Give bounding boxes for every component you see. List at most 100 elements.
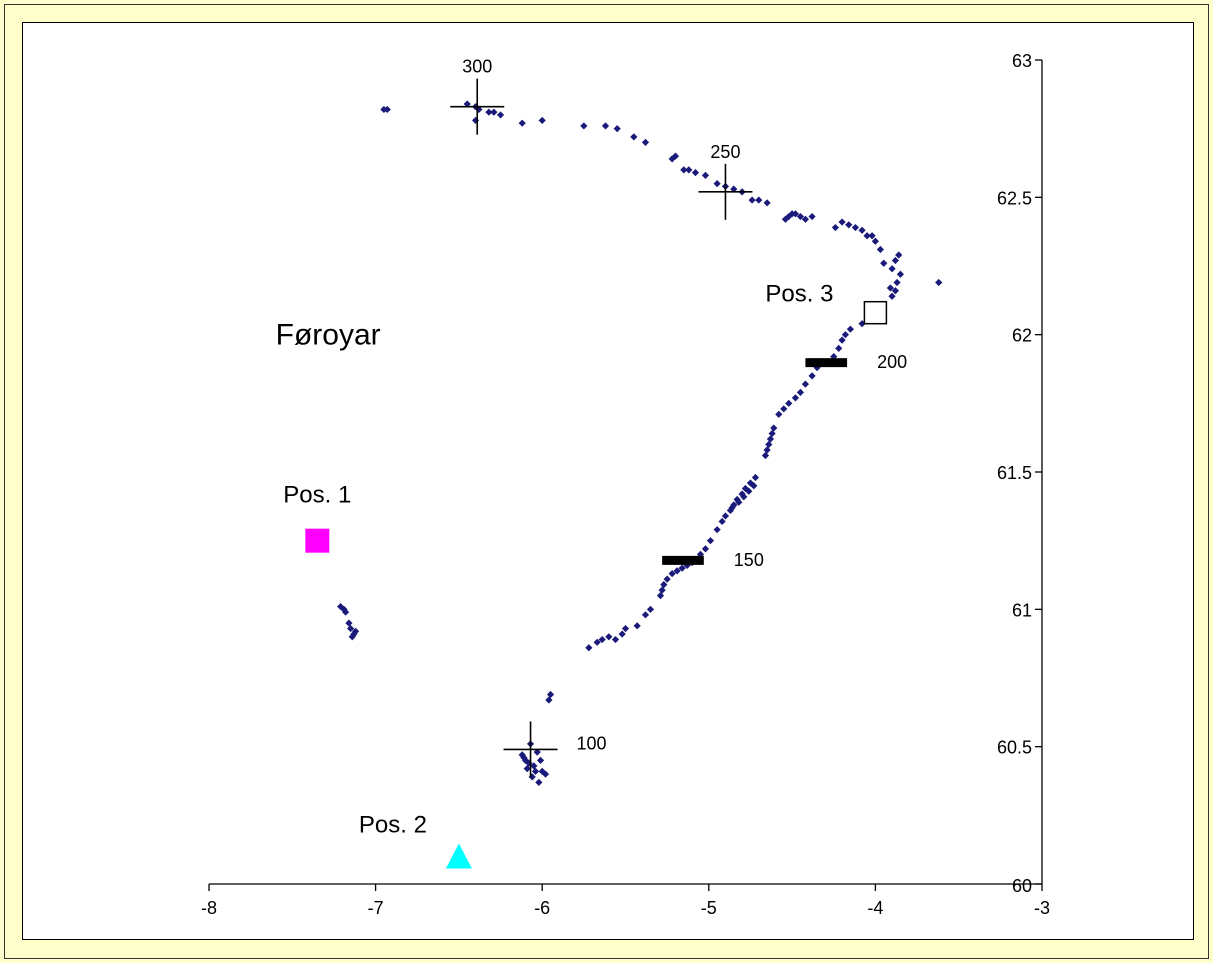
data-point <box>685 166 693 174</box>
x-tick-label: -5 <box>701 898 717 918</box>
data-point <box>598 635 606 644</box>
data-point <box>761 451 770 460</box>
pos-label: Pos. 3 <box>765 281 833 308</box>
data-point <box>750 482 758 490</box>
data-point <box>541 770 550 778</box>
data-point <box>880 259 888 267</box>
data-point <box>475 105 483 114</box>
data-point <box>663 575 671 583</box>
data-point <box>613 125 621 133</box>
data-point <box>768 429 776 438</box>
data-point <box>808 212 816 221</box>
data-point <box>340 605 348 613</box>
data-point <box>763 199 771 207</box>
data-point <box>601 122 610 130</box>
x-tick-label: -3 <box>1034 898 1050 918</box>
data-point <box>538 767 546 775</box>
pos-marker <box>863 300 888 325</box>
data-point <box>891 256 899 265</box>
track-points <box>337 100 943 786</box>
data-point <box>888 292 896 300</box>
data-point <box>496 111 505 119</box>
data-point <box>673 567 681 575</box>
bar-label: 150 <box>734 550 764 570</box>
data-point <box>521 756 530 764</box>
y-tick-label: 62.5 <box>997 188 1032 208</box>
data-point <box>763 446 771 454</box>
data-point <box>380 105 388 114</box>
data-point <box>630 133 638 141</box>
data-point <box>680 166 688 174</box>
data-point <box>791 394 800 402</box>
y-tick-label: 61.5 <box>997 463 1032 483</box>
data-point <box>770 424 778 432</box>
data-point <box>796 388 805 396</box>
data-point <box>785 399 793 407</box>
data-point <box>701 171 710 179</box>
data-point <box>585 644 593 652</box>
data-point <box>656 592 665 600</box>
data-point <box>713 526 721 534</box>
data-point <box>751 473 760 482</box>
data-point <box>533 748 541 756</box>
data-point <box>726 506 735 515</box>
cross-label: 250 <box>710 142 740 162</box>
data-point <box>746 479 755 487</box>
data-point <box>641 138 650 146</box>
data-point <box>531 767 540 775</box>
data-point <box>701 545 710 553</box>
data-point <box>520 754 528 762</box>
data-point <box>352 627 360 635</box>
data-point <box>876 245 884 254</box>
data-point <box>845 221 853 229</box>
data-point <box>891 287 899 295</box>
data-point <box>641 611 650 619</box>
data-point <box>706 537 715 545</box>
cross-label: 100 <box>577 733 607 753</box>
data-point <box>490 108 498 116</box>
data-point <box>535 778 543 786</box>
data-point <box>646 605 655 613</box>
x-tick-label: -4 <box>867 898 883 918</box>
data-point <box>765 440 773 449</box>
data-point <box>801 380 810 388</box>
data-point <box>471 116 480 125</box>
data-point <box>463 100 471 108</box>
plot-area <box>22 22 1194 940</box>
data-point <box>801 215 810 223</box>
data-point <box>618 630 626 638</box>
data-point <box>518 119 526 127</box>
data-point <box>781 215 790 223</box>
pos-label: Pos. 1 <box>283 482 351 509</box>
data-point <box>780 405 788 413</box>
y-tick-label: 60.5 <box>997 738 1032 758</box>
map-annotation: Føroyar <box>276 319 381 352</box>
data-point <box>530 762 538 770</box>
data-point <box>593 638 601 646</box>
data-point <box>851 223 860 232</box>
data-point <box>347 624 355 633</box>
data-point <box>888 265 896 273</box>
data-point <box>895 251 903 259</box>
data-point <box>605 633 613 641</box>
data-point <box>886 284 894 292</box>
data-point <box>775 410 783 418</box>
data-point <box>748 196 756 204</box>
x-tick-label: -7 <box>368 898 384 918</box>
data-point <box>621 624 630 633</box>
data-point <box>660 581 668 589</box>
data-point <box>580 122 588 130</box>
data-point <box>611 635 620 644</box>
data-point <box>658 586 666 594</box>
data-point <box>523 765 531 773</box>
data-point <box>863 232 871 240</box>
data-point <box>691 169 700 177</box>
pos-label: Pos. 2 <box>359 812 427 839</box>
data-point <box>728 504 736 512</box>
cross-label: 300 <box>462 57 492 77</box>
data-point <box>745 487 753 495</box>
data-point <box>528 773 536 781</box>
data-point <box>935 278 943 287</box>
data-point <box>766 435 775 443</box>
